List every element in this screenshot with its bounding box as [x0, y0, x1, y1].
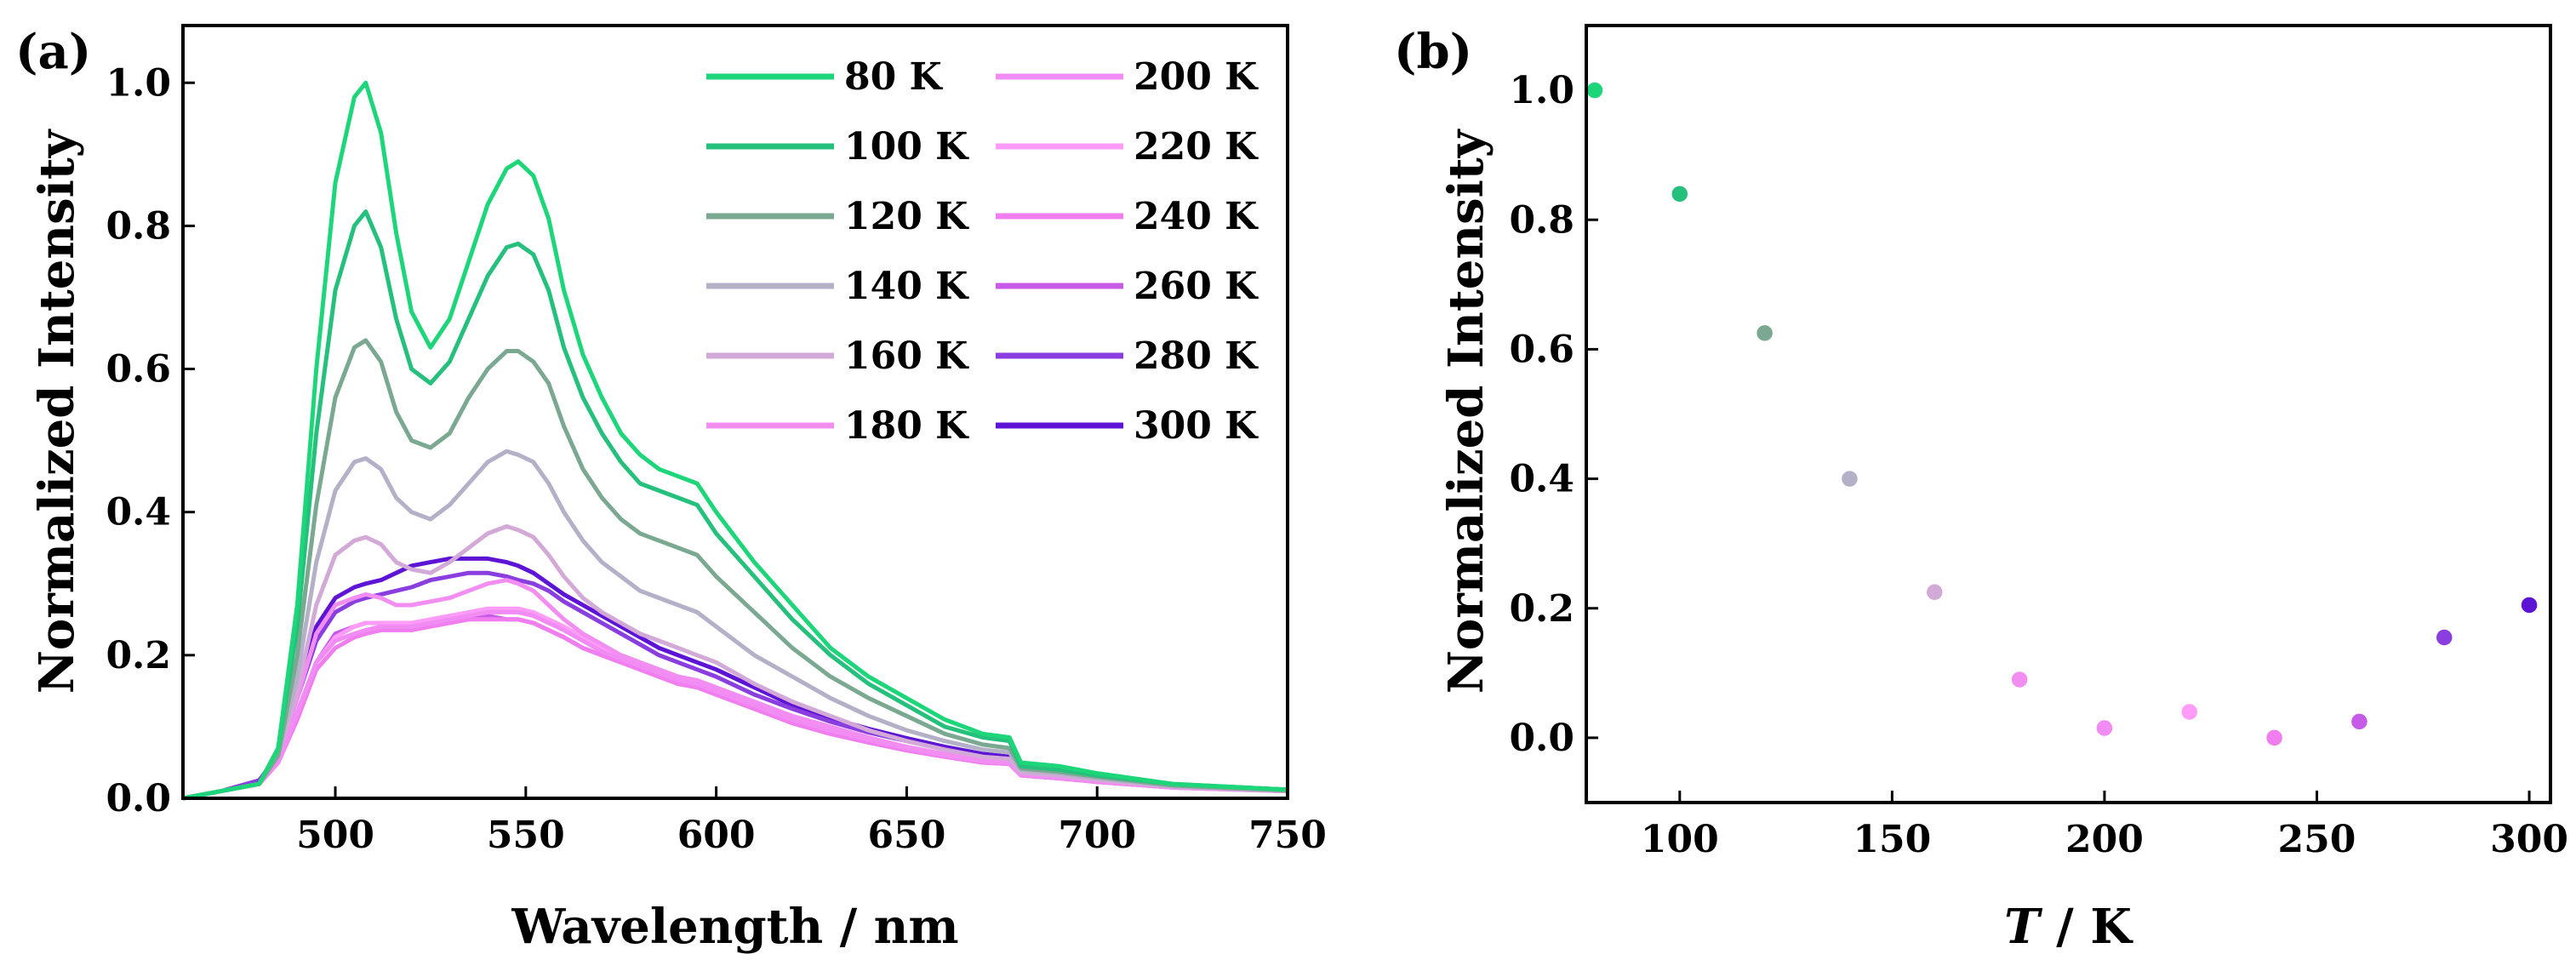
scatter-point-240k — [2265, 728, 2284, 747]
a-x-tick-label: 650 — [867, 814, 945, 857]
b-y-tick-label: 0.2 — [1509, 587, 1574, 631]
b-x-tick-label: 150 — [1853, 818, 1931, 861]
series-line-160k — [182, 524, 1288, 801]
panel-b-y-axis-title: Normalized Intensity — [1438, 129, 1494, 694]
b-y-tick-label: 0.4 — [1509, 458, 1574, 501]
x-axis-title-variable: T — [2004, 899, 2043, 955]
series-line-240k — [182, 617, 1288, 801]
panel-a-legend: 80 K 100 K 120 K 140 K 160 K 180 K 200 K 220 K 2… — [706, 55, 1259, 448]
b-y-tick-label: 0.0 — [1509, 717, 1574, 760]
a-y-tick-label: 0.4 — [106, 491, 171, 534]
panel-b: (b) 100 150 200 250 300 0.0 0.2 0.4 0.6 0.8 1.0 T … — [1394, 24, 2568, 955]
panel-a-y-axis-title: Normalized Intensity — [29, 129, 85, 694]
scatter-point-140k — [1840, 469, 1859, 488]
panel-a-plot-frame — [181, 24, 1289, 800]
a-y-tick-label: 0.0 — [106, 777, 171, 820]
series-line-140k — [182, 449, 1288, 801]
legend-label: 260 K — [1134, 265, 1259, 308]
panel-b-points — [1585, 81, 2539, 747]
legend-label: 100 K — [844, 125, 969, 169]
scatter-point-280k — [2435, 628, 2453, 647]
legend-label: 200 K — [1134, 55, 1259, 99]
scatter-point-160k — [1925, 582, 1945, 602]
a-y-tick-label: 0.8 — [106, 204, 171, 248]
b-x-tick-label: 250 — [2278, 818, 2356, 861]
scatter-point-120k — [1755, 323, 1774, 343]
b-y-tick-label: 1.0 — [1509, 69, 1574, 112]
scatter-point-100k — [1671, 185, 1689, 203]
legend-label: 80 K — [844, 55, 944, 99]
panel-a-series-lines — [182, 80, 1288, 801]
panel-a-label: (a) — [15, 24, 91, 80]
a-y-tick-label: 0.6 — [106, 348, 171, 391]
scatter-point-260k — [2350, 712, 2369, 731]
series-line-300k — [182, 556, 1288, 801]
series-line-80k — [182, 80, 1288, 801]
scatter-point-220k — [2179, 702, 2199, 722]
scatter-point-180k — [2010, 670, 2029, 689]
b-x-tick-label: 300 — [2490, 818, 2568, 861]
legend-label: 160 K — [844, 334, 969, 378]
a-y-tick-label: 1.0 — [106, 61, 171, 105]
legend-label: 120 K — [844, 195, 969, 238]
scatter-point-300k — [2520, 596, 2539, 614]
b-y-tick-label: 0.8 — [1509, 198, 1574, 242]
panel-b-label: (b) — [1394, 24, 1472, 80]
legend-label: 140 K — [844, 265, 969, 308]
a-x-tick-label: 700 — [1058, 814, 1136, 857]
scatter-point-80k — [1585, 81, 1604, 100]
scatter-point-200k — [2095, 718, 2114, 738]
legend-label: 180 K — [844, 404, 969, 448]
x-axis-title-unit: / K — [2040, 899, 2133, 955]
b-x-tick-label: 200 — [2065, 818, 2144, 861]
a-x-tick-label: 600 — [677, 814, 756, 857]
series-line-280k — [182, 570, 1288, 801]
panel-b-x-axis-title: T / K — [2004, 899, 2133, 955]
legend-label: 240 K — [1134, 195, 1259, 238]
b-x-tick-label: 100 — [1641, 818, 1719, 861]
panel-b-plot-frame — [1585, 24, 2552, 804]
panel-b-ticks: 100 150 200 250 300 0.0 0.2 0.4 0.6 0.8 1.0 — [1509, 69, 2568, 861]
legend-label: 220 K — [1134, 125, 1259, 169]
a-x-tick-label: 750 — [1248, 814, 1327, 857]
series-line-120k — [182, 338, 1288, 801]
panel-a-ticks: 500 550 600 650 700 750 0.0 0.2 0.4 0.6 0.8 1.0 — [106, 61, 1326, 857]
a-x-tick-label: 550 — [487, 814, 565, 857]
panel-a-x-axis-title: Wavelength / nm — [511, 899, 958, 955]
legend-label: 300 K — [1134, 404, 1259, 448]
legend-label: 280 K — [1134, 334, 1259, 378]
series-line-180k — [182, 578, 1288, 801]
b-y-tick-label: 0.6 — [1509, 328, 1574, 371]
series-line-100k — [182, 209, 1288, 801]
a-y-tick-label: 0.2 — [106, 634, 171, 677]
panel-a: (a) 500 550 600 650 700 750 0.0 0.2 0.4 0.6 0.8 1.0… — [15, 24, 1327, 955]
a-x-tick-label: 500 — [296, 814, 374, 857]
